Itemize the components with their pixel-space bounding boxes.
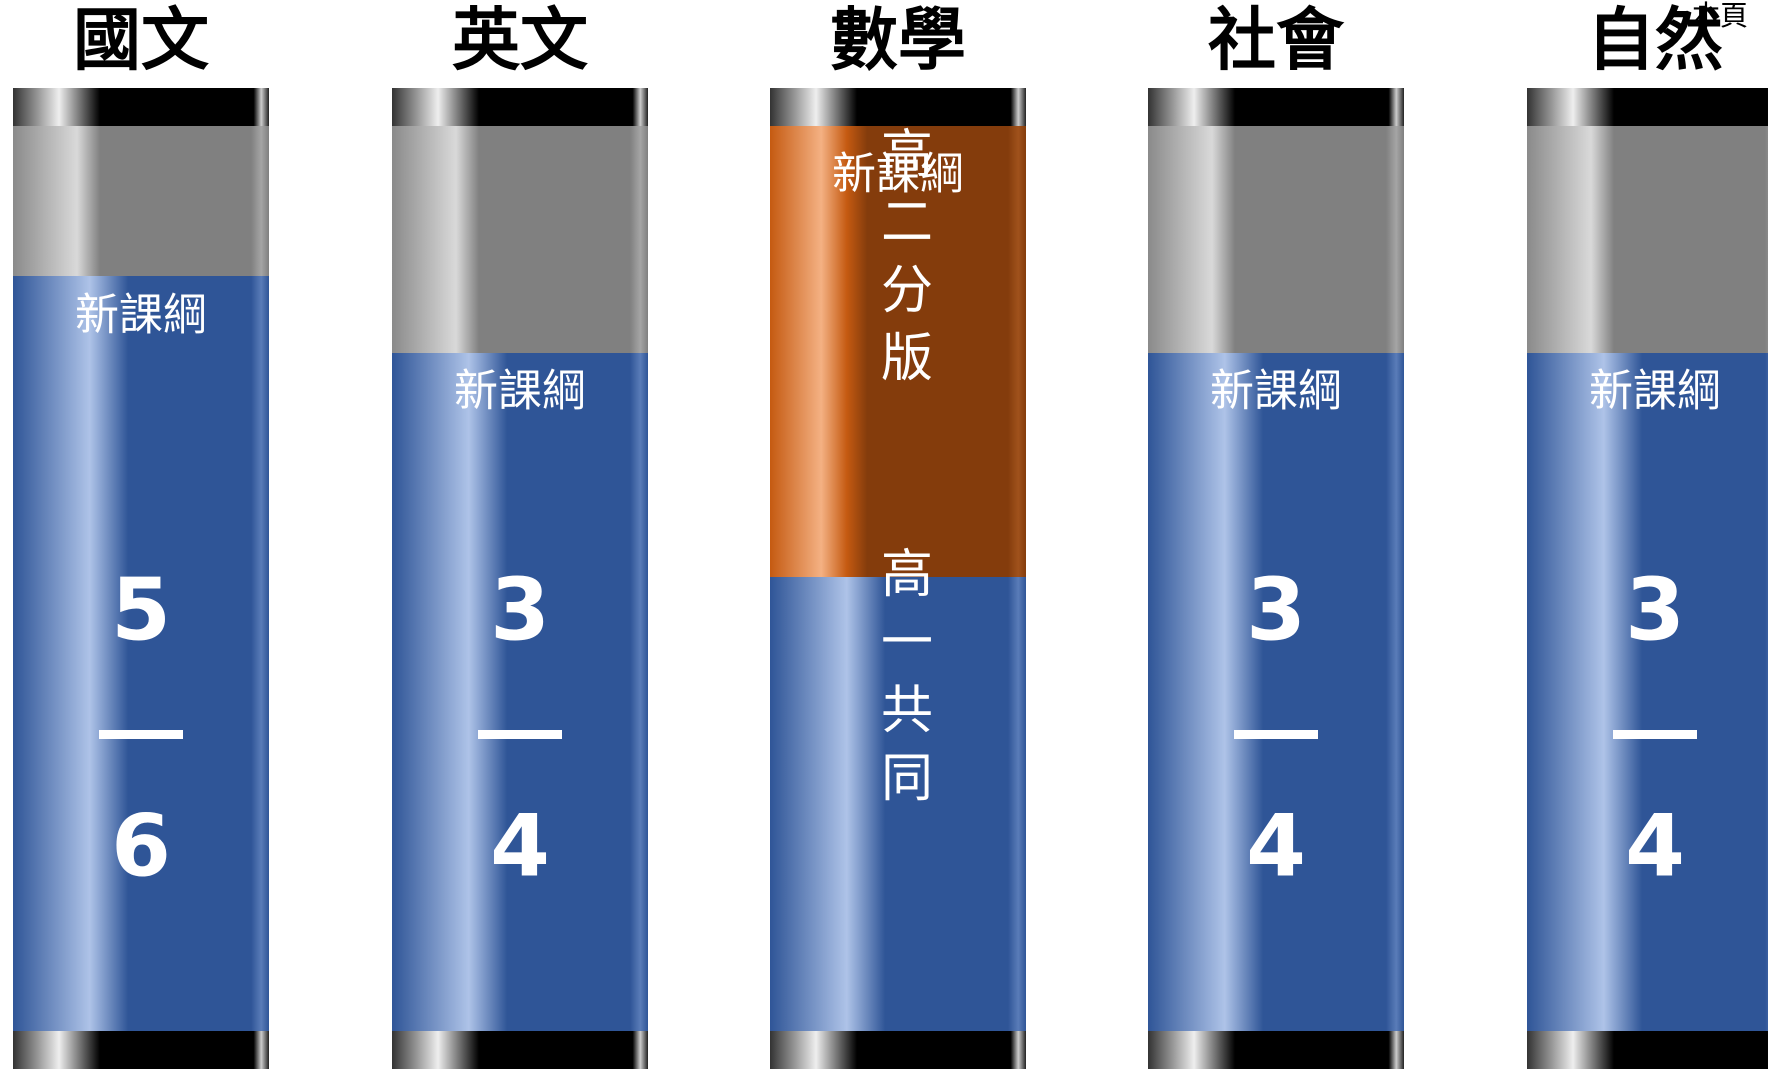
label: 新課綱 (1589, 366, 1721, 417)
label: 新課綱 (1210, 366, 1342, 417)
number: 3 (1625, 560, 1685, 660)
number: 6 (111, 796, 171, 896)
number: 5 (111, 560, 171, 660)
vertical-text: 高二分版 (872, 126, 932, 398)
divider (1613, 730, 1697, 739)
vertical-text: 高一共同 (872, 546, 932, 818)
gray-segment (392, 126, 648, 353)
divider (478, 730, 562, 739)
cap (392, 88, 648, 126)
column-title: 國文 (73, 2, 209, 81)
cap (770, 88, 1026, 126)
blue-segment (770, 577, 1026, 1031)
label: 新課綱 (75, 290, 207, 341)
cap (770, 1031, 1026, 1069)
column-title: 英文 (452, 2, 588, 81)
column-title: 數學 (830, 2, 966, 81)
number: 4 (1625, 796, 1685, 896)
number: 3 (490, 560, 550, 660)
blue-segment (1148, 353, 1404, 1031)
orange-segment (770, 126, 1026, 577)
cap (1527, 1031, 1768, 1069)
divider (1234, 730, 1318, 739)
number: 3 (1246, 560, 1306, 660)
cap (1527, 88, 1768, 126)
column-title: 社會 (1208, 2, 1345, 81)
gray-segment (13, 126, 269, 276)
cap (1148, 88, 1404, 126)
number: 4 (1246, 796, 1306, 896)
corner-note: 本頁 (1692, 0, 1748, 32)
blue-segment (392, 353, 648, 1031)
cap (392, 1031, 648, 1069)
column-title: 自然 (1587, 2, 1723, 81)
cap (13, 88, 269, 126)
blue-segment (1527, 353, 1768, 1031)
cap (13, 1031, 269, 1069)
cap (1148, 1031, 1404, 1069)
label: 新課綱 (832, 149, 964, 200)
number: 4 (490, 796, 550, 896)
divider (99, 730, 183, 739)
gray-segment (1148, 126, 1404, 353)
blue-segment (13, 276, 269, 1031)
label: 新課綱 (454, 366, 586, 417)
gray-segment (1527, 126, 1768, 353)
